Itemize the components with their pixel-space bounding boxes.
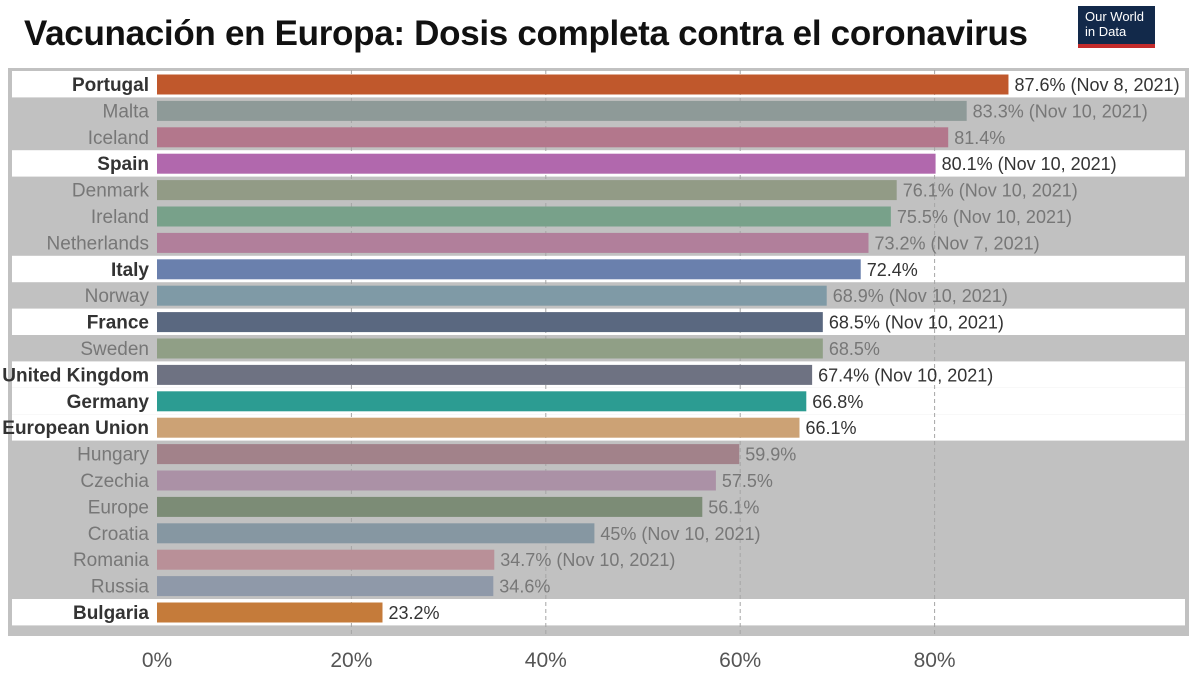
logo-line-2: in Data [1085,24,1127,39]
value-label: 75.5% (Nov 10, 2021) [897,207,1072,227]
value-label: 68.5% (Nov 10, 2021) [829,313,1004,333]
bar [157,444,740,465]
bars [157,74,1009,623]
category-label: Norway [85,286,150,307]
bar [157,470,716,491]
value-label: 76.1% (Nov 10, 2021) [903,181,1078,201]
x-tick-label: 40% [525,649,567,672]
value-label: 67.4% (Nov 10, 2021) [818,365,993,385]
bar [157,259,861,280]
category-label: European Union [2,418,149,439]
our-world-in-data-logo[interactable]: Our World in Data [1078,6,1155,48]
bar [157,549,495,570]
x-tick-label: 80% [914,649,956,672]
x-tick-label: 0% [142,649,172,672]
value-label: 23.2% [389,603,440,623]
value-label: 80.1% (Nov 10, 2021) [942,154,1117,174]
bar [157,496,703,517]
value-label: 72.4% [867,260,918,280]
logo-line-1: Our World [1085,9,1144,24]
bar [157,338,823,359]
category-label: Ireland [91,207,149,228]
category-label: Croatia [88,524,150,545]
value-label: 57.5% [722,471,773,491]
category-label: Hungary [77,445,149,466]
bar [157,523,595,544]
x-axis-ticks: 0% 20% 40% 60% 80% [142,649,956,672]
value-label: 66.8% [812,392,863,412]
bar [157,312,823,333]
category-label: Portugal [72,75,149,96]
bar [157,74,1009,95]
bar [157,391,807,412]
bar [157,576,494,597]
value-label: 56.1% [708,497,759,517]
value-label: 83.3% (Nov 10, 2021) [973,101,1148,121]
value-label: 68.5% [829,339,880,359]
category-label: Italy [111,260,149,281]
labels: Portugal 87.6% (Nov 8, 2021) Malta 83.3% (N… [2,75,1179,624]
category-label: Europe [88,497,149,518]
category-label: Bulgaria [73,603,149,624]
bar [157,100,967,121]
value-label: 81.4% [954,128,1005,148]
value-label: 68.9% (Nov 10, 2021) [833,286,1008,306]
category-label: Netherlands [47,233,149,254]
category-label: Romania [73,550,149,571]
bar [157,232,869,253]
bar [157,180,897,201]
bar [157,153,936,174]
value-label: 66.1% [805,418,856,438]
value-label: 34.7% (Nov 10, 2021) [500,550,675,570]
category-label: Sweden [80,339,149,360]
value-label: 87.6% (Nov 8, 2021) [1014,75,1179,95]
category-label: Iceland [88,128,149,149]
bar [157,602,383,623]
bar [157,285,827,306]
category-label: France [87,313,149,334]
bar [157,206,891,227]
x-tick-label: 60% [719,649,761,672]
category-label: Germany [67,392,150,413]
value-label: 59.9% [745,445,796,465]
category-label: Russia [91,577,150,598]
bar [157,127,949,148]
category-label: Denmark [72,181,150,202]
category-label: United Kingdom [2,365,149,386]
x-tick-label: 20% [330,649,372,672]
value-label: 34.6% [499,577,550,597]
bar [157,364,813,385]
category-label: Spain [97,154,149,175]
bar [157,417,800,438]
value-label: 73.2% (Nov 7, 2021) [875,233,1040,253]
value-label: 45% (Nov 10, 2021) [600,524,760,544]
category-label: Czechia [80,471,149,492]
category-label: Malta [103,101,150,122]
chart-title: Vacunación en Europa: Dosis completa con… [24,14,1028,53]
